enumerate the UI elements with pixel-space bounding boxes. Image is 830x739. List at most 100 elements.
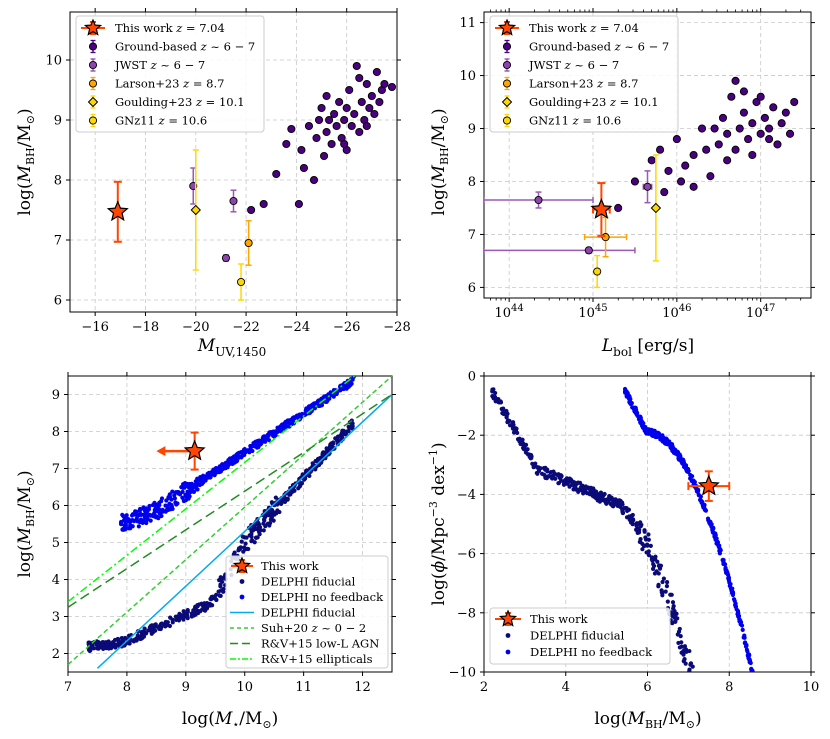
delphi-fiducial-dot	[313, 467, 318, 472]
y-tick-label: 9	[54, 114, 62, 129]
legend-label-value: ~ 6 − 7	[621, 40, 670, 54]
delphi-no-feedback-dot	[195, 487, 200, 492]
legend-circle-marker	[502, 42, 512, 51]
delphi-fiducial-dot	[651, 563, 657, 569]
legend-label: Goulding+23 z = 10.1	[529, 95, 659, 109]
delphi-fiducial-dot	[304, 468, 309, 473]
legend-label-z: z	[195, 95, 203, 109]
delphi-fiducial-dot	[672, 612, 678, 618]
delphi-fiducial-dot	[630, 512, 635, 518]
ground-based-point	[765, 124, 774, 133]
delphi-fiducial-dot	[217, 578, 222, 583]
delphi-no-feedback-dot	[280, 424, 286, 429]
rv15-ellipticals-line	[68, 376, 356, 603]
y-tick-label: 7	[52, 462, 60, 477]
delphi-no-feedback-dot	[141, 505, 146, 510]
delphi-fiducial-dot	[528, 456, 533, 461]
x-tick-label: −24	[283, 320, 310, 335]
ground-based-point	[357, 97, 366, 107]
delphi-fiducial-dot	[518, 438, 523, 443]
delphi-no-feedback-dot	[254, 445, 260, 450]
jwst-point	[643, 182, 652, 191]
delphi-no-feedback-dot	[742, 635, 747, 640]
delphi-no-feedback-dot	[254, 442, 260, 447]
delphi-no-feedback-dot	[747, 657, 752, 662]
ground-based-point	[731, 76, 740, 85]
delphi-fiducial-dot	[613, 498, 618, 504]
delphi-fiducial-dot	[337, 434, 342, 439]
y-tick-label: 5	[52, 536, 60, 551]
muv-plot-area	[106, 61, 397, 301]
delphi-no-feedback-dot	[678, 454, 683, 459]
delphi-fiducial-dot	[534, 464, 539, 469]
legend-label-name: Ground-based	[529, 40, 615, 54]
delphi-no-feedback-dot	[120, 527, 126, 532]
ground-based-point	[355, 73, 364, 83]
x-tick-label: −26	[333, 320, 360, 335]
ground-based-point	[347, 121, 356, 131]
delphi-fiducial-dot	[170, 620, 175, 625]
delphi-no-feedback-dot	[188, 486, 193, 492]
delphi-fiducial-dot	[174, 615, 180, 620]
delphi-fiducial-dot	[679, 650, 684, 655]
ground-based-point	[325, 115, 334, 125]
delphi-fiducial-dot	[185, 608, 190, 613]
delphi-fiducial-dot	[191, 608, 196, 613]
delphi-fiducial-dot	[631, 518, 636, 523]
legend-label-name: Goulding+23	[529, 95, 610, 109]
y-tick-label: −10	[449, 666, 476, 681]
mstar-x-axis-label: log(M⋆/M⊙)	[182, 709, 279, 731]
legend-box	[489, 15, 679, 133]
delphi-no-feedback-dot	[191, 489, 197, 494]
delphi-fiducial-dot	[154, 624, 159, 629]
delphi-fiducial-dot	[143, 631, 149, 636]
ground-based-point	[756, 92, 765, 101]
delphi-no-feedback-dot	[744, 647, 750, 652]
ground-based-point	[723, 156, 732, 165]
legend-box	[225, 555, 389, 669]
y-tick-label: 8	[54, 174, 62, 189]
legend-label-value: = 10.1	[616, 95, 659, 109]
delphi-fiducial-dot	[192, 611, 198, 616]
delphi-fiducial-dot	[595, 498, 600, 503]
delphi-no-feedback-dot	[271, 433, 276, 438]
y-tick-label: −4	[457, 488, 476, 503]
bhmf-x-axis-label: log(MBH/M⊙)	[594, 709, 701, 731]
x-tick-label: 10	[236, 680, 253, 695]
delphi-no-feedback-dot	[738, 620, 744, 625]
ground-based-point	[676, 177, 686, 186]
delphi-no-feedback-dot	[182, 498, 187, 503]
delphi-no-feedback-dot	[225, 464, 230, 470]
ground-based-point	[630, 177, 639, 186]
delphi-fiducial-dot	[493, 390, 498, 396]
jwst-point	[584, 246, 593, 255]
y-tick-label: 9	[52, 388, 60, 403]
delphi-no-feedback-dot	[654, 434, 659, 439]
suh20-line	[68, 376, 392, 666]
legend-label: Larson+23 z = 8.7	[115, 77, 224, 91]
delphi-fiducial-dot	[199, 601, 204, 606]
ground-based-point	[752, 97, 761, 107]
delphi-fiducial-dot	[279, 500, 284, 505]
delphi-fiducial-dot	[243, 541, 248, 546]
delphi-no-feedback-dot	[739, 623, 745, 628]
delphi-fiducial-dot	[208, 596, 213, 602]
delphi-fiducial-dot	[239, 539, 244, 544]
x-tick-label: 7	[64, 680, 72, 695]
delphi-fiducial-dot	[220, 579, 225, 584]
y-tick-label: 7	[468, 228, 476, 243]
delphi-no-feedback-dot	[701, 505, 706, 510]
x-tick-exponent: 46	[679, 303, 692, 314]
delphi-fiducial-dot	[693, 672, 697, 676]
legend-label-z: z	[564, 58, 572, 72]
x-tick-label: 9	[182, 680, 190, 695]
delphi-no-feedback-dot	[128, 523, 133, 528]
delphi-fiducial-dot	[580, 485, 586, 490]
y-tick-label: 2	[52, 647, 60, 662]
legend-label-z: z	[572, 114, 580, 128]
x-tick-label: −20	[182, 320, 209, 335]
delphi-no-feedback-dot	[322, 395, 327, 400]
delphi-fiducial-dot	[491, 387, 496, 392]
delphi-no-feedback-dot	[627, 400, 632, 405]
